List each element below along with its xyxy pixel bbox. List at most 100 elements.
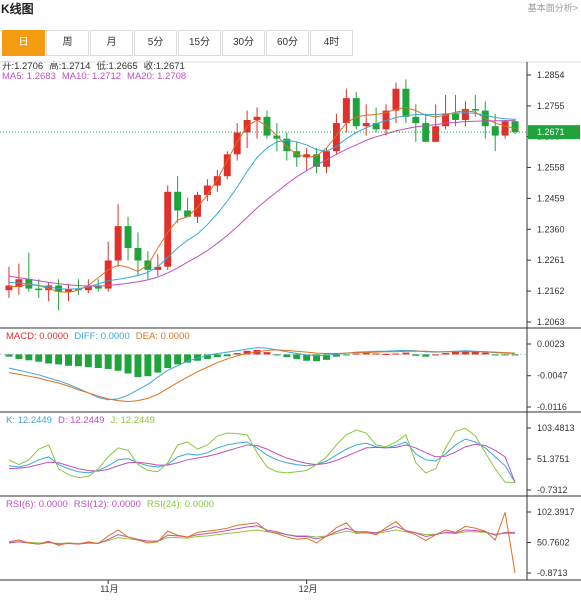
macd-bar [15, 354, 23, 359]
fundamental-analysis-link[interactable]: 基本面分析> [527, 3, 578, 13]
candle-body [35, 288, 43, 291]
rsi-tick-label: 102.3917 [537, 507, 575, 517]
rsi-line-0 [8, 512, 516, 574]
tab-1[interactable]: 周 [46, 30, 89, 56]
price-tick-label: 1.2755 [537, 101, 565, 111]
candle-body [332, 123, 340, 152]
macd-tick-label: -0.0116 [537, 402, 567, 412]
macd-bar [184, 354, 192, 363]
macd-bar [233, 353, 241, 355]
macd-bar [313, 354, 321, 362]
dea-value: DEA: 0.0000 [135, 331, 190, 342]
tab-4[interactable]: 15分 [178, 30, 221, 56]
candle-body [184, 210, 192, 217]
macd-bar [511, 354, 519, 356]
macd-bar [481, 352, 489, 355]
x-tick-label: 11月 [100, 584, 118, 594]
macd-bar [392, 353, 400, 355]
macd-bar [342, 354, 350, 356]
candle-body [194, 194, 201, 217]
macd-bar [461, 350, 469, 355]
macd-bar [263, 352, 271, 355]
diff-value: DIFF: 0.0000 [74, 331, 130, 342]
macd-bar [74, 354, 82, 367]
dea-line [8, 349, 516, 403]
d-value: D: 12.2449 [57, 415, 105, 426]
ma5-line [8, 106, 516, 293]
macd-value: MACD: 0.0000 [6, 331, 69, 342]
close-value: 收:1.2671 [143, 61, 185, 72]
ma-legend: MA5: 1.2683 MA10: 1.2712 MA20: 1.2708 [2, 71, 192, 82]
candle-body [372, 123, 380, 130]
macd-bar [283, 354, 291, 358]
price-tick-label: 1.2261 [537, 255, 565, 265]
rsi-line-2 [8, 529, 516, 545]
candle-body [362, 123, 370, 127]
rsi-legend: RSI(6): 0.0000 RSI(12): 0.0000 RSI(24): 0.… [6, 499, 220, 510]
candle-body [213, 176, 221, 186]
macd-bar [174, 354, 182, 365]
macd-bar [372, 353, 380, 355]
rsi-line-1 [8, 525, 516, 545]
candle-body [501, 121, 509, 136]
price-tick-label: 1.2854 [537, 70, 565, 80]
macd-bar [55, 354, 63, 365]
candle-body [114, 226, 122, 261]
macd-bar [323, 354, 330, 360]
macd-bar [501, 354, 509, 356]
candle-body [323, 151, 330, 167]
tab-6[interactable]: 60分 [266, 30, 309, 56]
macd-bar [35, 354, 43, 362]
macd-bar [213, 354, 221, 358]
candle-body [342, 98, 350, 124]
macd-bar [65, 354, 72, 366]
candle-body [392, 88, 400, 111]
macd-bar [491, 354, 499, 356]
kdj-j-line [8, 427, 516, 483]
candle-body [84, 285, 92, 291]
macd-bar [412, 354, 420, 356]
macd-bar [94, 354, 102, 369]
tab-2[interactable]: 月 [90, 30, 133, 56]
kdj-d-line [8, 443, 516, 483]
candle-body [154, 266, 162, 270]
tab-3[interactable]: 5分 [134, 30, 177, 56]
macd-bar [362, 353, 370, 355]
macd-bar [432, 354, 440, 356]
macd-bar [5, 354, 13, 357]
candle-body [104, 260, 112, 289]
open-value: 开:1.2706 [2, 61, 44, 72]
macd-bar [164, 354, 172, 369]
candle-body [283, 138, 291, 152]
candle-body [511, 121, 519, 133]
ma5-value: MA5: 1.2683 [2, 71, 56, 82]
macd-bar [382, 353, 390, 355]
candle-body [402, 88, 410, 117]
price-tick-label: 1.2360 [537, 224, 565, 234]
chart-title: K线图 [1, 2, 34, 16]
tab-7[interactable]: 4时 [310, 30, 353, 56]
rsi12-value: RSI(12): 0.0000 [73, 499, 141, 510]
macd-bar [104, 354, 112, 369]
macd-bar [293, 354, 301, 359]
macd-bar [45, 354, 53, 364]
macd-bar [134, 354, 142, 378]
macd-legend: MACD: 0.0000 DIFF: 0.0000 DEA: 0.0000 [6, 331, 196, 342]
candle-body [422, 123, 430, 142]
candle-body [471, 109, 479, 111]
rsi-tick-label: 50.7602 [537, 538, 570, 548]
candle-body [352, 98, 360, 127]
x-tick-label: 12月 [299, 584, 318, 594]
candle-body [273, 135, 281, 139]
candle-body [65, 289, 72, 292]
kdj-k-line [8, 438, 516, 483]
tab-0[interactable]: 日 [2, 30, 45, 56]
macd-bar [442, 353, 450, 355]
macd-bar [114, 354, 122, 371]
macd-bar [144, 354, 152, 377]
candle-body [303, 154, 311, 158]
macd-bar [402, 352, 410, 355]
price-tick-label: 1.2558 [537, 162, 565, 172]
tab-5[interactable]: 30分 [222, 30, 265, 56]
